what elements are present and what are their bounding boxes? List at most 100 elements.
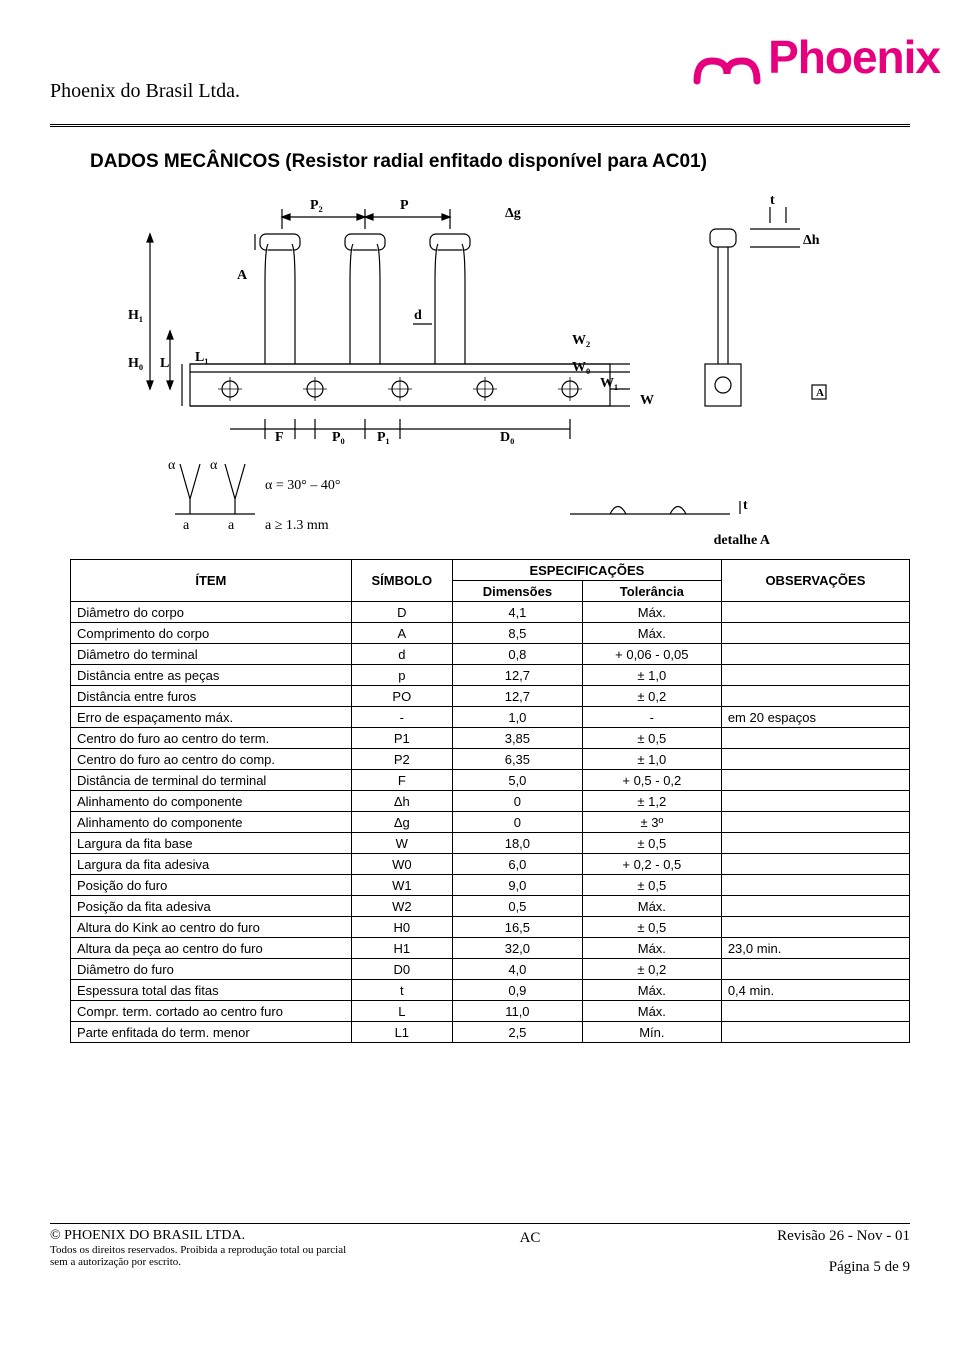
cell-dim: 3,85 — [452, 728, 582, 749]
cell-sym: D — [351, 602, 452, 623]
cell-tol: ± 0,5 — [582, 728, 721, 749]
cell-sym: - — [351, 707, 452, 728]
cell-obs — [721, 749, 909, 770]
cell-item: Centro do furo ao centro do comp. — [71, 749, 352, 770]
cell-dim: 0,9 — [452, 980, 582, 1001]
cell-item: Altura da peça ao centro do furo — [71, 938, 352, 959]
label-a: A — [237, 268, 248, 283]
footer-page: Página 5 de 9 — [710, 1259, 910, 1276]
table-row: Diâmetro do furoD04,0± 0,2 — [71, 959, 910, 980]
cell-tol: Máx. — [582, 602, 721, 623]
cell-obs — [721, 665, 909, 686]
cell-obs — [721, 917, 909, 938]
table-row: Distância entre as peçasp12,7± 1,0 — [71, 665, 910, 686]
page-title: DADOS MECÂNICOS (Resistor radial enfitad… — [90, 151, 910, 173]
cell-sym: A — [351, 623, 452, 644]
table-row: Posição da fita adesivaW20,5Máx. — [71, 896, 910, 917]
cell-sym: Δh — [351, 791, 452, 812]
table-row: Altura do Kink ao centro do furoH016,5± … — [71, 917, 910, 938]
cell-tol: ± 0,5 — [582, 917, 721, 938]
company-name: Phoenix do Brasil Ltda. — [50, 80, 240, 103]
cell-item: Posição da fita adesiva — [71, 896, 352, 917]
footer-center: AC — [520, 1228, 541, 1247]
mechanical-diagram: P₂ P Δg A H₁ H₀ L L₁ d W₂ W₀ W₁ W t Δh A… — [110, 189, 880, 549]
cell-dim: 8,5 — [452, 623, 582, 644]
cell-item: Erro de espaçamento máx. — [71, 707, 352, 728]
label-dh: Δh — [803, 233, 820, 248]
label-h0: H₀ — [128, 356, 143, 371]
cell-dim: 6,0 — [452, 854, 582, 875]
cell-obs — [721, 686, 909, 707]
cell-dim: 5,0 — [452, 770, 582, 791]
cell-item: Compr. term. cortado ao centro furo — [71, 1001, 352, 1022]
label-t: t — [770, 193, 775, 208]
table-row: Diâmetro do terminald0,8+ 0,06 - 0,05 — [71, 644, 910, 665]
table-row: Espessura total das fitast0,9Máx.0,4 min… — [71, 980, 910, 1001]
cell-obs — [721, 1022, 909, 1043]
cell-sym: W — [351, 833, 452, 854]
cell-tol: + 0,2 - 0,5 — [582, 854, 721, 875]
cell-item: Parte enfitada do term. menor — [71, 1022, 352, 1043]
cell-obs — [721, 1001, 909, 1022]
header-divider — [50, 124, 910, 131]
cell-item: Largura da fita base — [71, 833, 352, 854]
cell-sym: P2 — [351, 749, 452, 770]
cell-obs — [721, 875, 909, 896]
label-p: P — [400, 198, 409, 213]
cell-tol: ± 0,2 — [582, 686, 721, 707]
label-t2: t — [743, 498, 748, 513]
cell-obs: 0,4 min. — [721, 980, 909, 1001]
cell-obs — [721, 623, 909, 644]
cell-tol: ± 0,5 — [582, 833, 721, 854]
footer-revision: Revisão 26 - Nov - 01 — [710, 1228, 910, 1245]
cell-item: Distância de terminal do terminal — [71, 770, 352, 791]
label-a1: a — [183, 518, 190, 533]
th-item: ÍTEM — [71, 560, 352, 602]
cell-dim: 1,0 — [452, 707, 582, 728]
table-row: Largura da fita adesivaW06,0+ 0,2 - 0,5 — [71, 854, 910, 875]
table-row: Largura da fita baseW18,0± 0,5 — [71, 833, 910, 854]
table-row: Comprimento do corpoA8,5Máx. — [71, 623, 910, 644]
label-h1: H₁ — [128, 308, 143, 323]
cell-item: Altura do Kink ao centro do furo — [71, 917, 352, 938]
phoenix-logo-text: Phoenix — [768, 31, 940, 83]
cell-tol: Máx. — [582, 896, 721, 917]
cell-item: Alinhamento do componente — [71, 812, 352, 833]
cell-sym: d — [351, 644, 452, 665]
cell-obs — [721, 791, 909, 812]
cell-item: Diâmetro do corpo — [71, 602, 352, 623]
cell-tol: ± 0,2 — [582, 959, 721, 980]
cell-obs — [721, 959, 909, 980]
spec-table: ÍTEM SÍMBOLO ESPECIFICAÇÕES OBSERVAÇÕES … — [70, 559, 910, 1043]
cell-sym: F — [351, 770, 452, 791]
cell-obs: em 20 espaços — [721, 707, 909, 728]
cell-sym: L1 — [351, 1022, 452, 1043]
label-p2: P₂ — [310, 198, 323, 213]
cell-dim: 6,35 — [452, 749, 582, 770]
cell-sym: p — [351, 665, 452, 686]
page-footer: © PHOENIX DO BRASIL LTDA. Todos os direi… — [50, 1223, 910, 1276]
cell-item: Largura da fita adesiva — [71, 854, 352, 875]
label-a2: a — [228, 518, 235, 533]
cell-tol: ± 1,0 — [582, 665, 721, 686]
label-dg: Δg — [505, 206, 521, 221]
cell-tol: Mín. — [582, 1022, 721, 1043]
label-p0: P₀ — [332, 430, 345, 445]
cell-obs — [721, 833, 909, 854]
cell-tol: + 0,06 - 0,05 — [582, 644, 721, 665]
cell-dim: 12,7 — [452, 665, 582, 686]
label-w1: W₁ — [600, 376, 618, 391]
cell-dim: 0 — [452, 791, 582, 812]
cell-sym: W2 — [351, 896, 452, 917]
cell-tol: Máx. — [582, 938, 721, 959]
cell-dim: 0,8 — [452, 644, 582, 665]
th-tol: Tolerância — [582, 581, 721, 602]
table-row: Erro de espaçamento máx.-1,0-em 20 espaç… — [71, 707, 910, 728]
label-f: F — [275, 430, 284, 445]
cell-sym: Δg — [351, 812, 452, 833]
cell-dim: 32,0 — [452, 938, 582, 959]
phoenix-logo: Phoenix — [692, 30, 940, 91]
cell-dim: 0 — [452, 812, 582, 833]
th-espec: ESPECIFICAÇÕES — [452, 560, 721, 581]
cell-sym: t — [351, 980, 452, 1001]
